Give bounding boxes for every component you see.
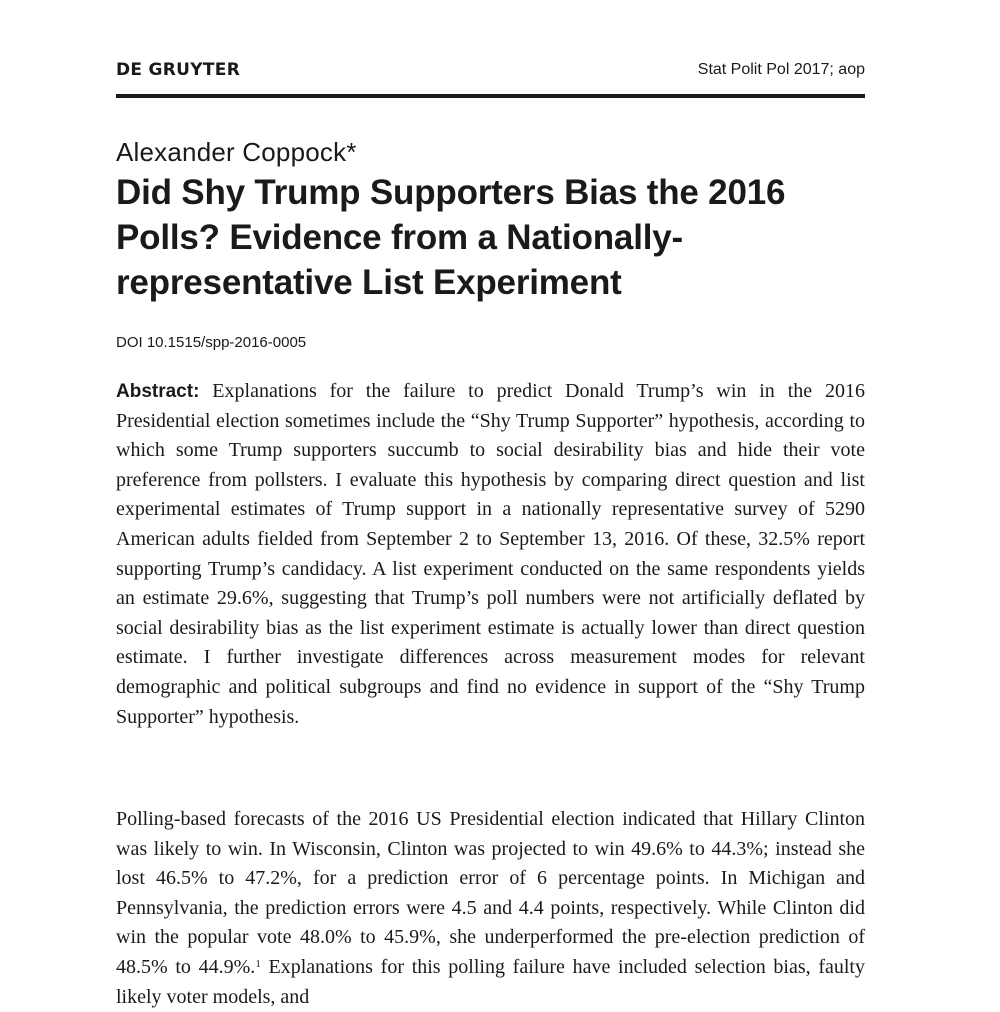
footnote-marker[interactable]: 1 (255, 957, 261, 970)
article-title: Did Shy Trump Supporters Bias the 2016 P… (116, 173, 786, 302)
abstract-paragraph: Abstract: Explanations for the failure t… (116, 377, 865, 732)
abstract-label: Abstract: (116, 381, 200, 402)
page-header: DE GRUYTER Stat Polit Pol 2017; aop (116, 58, 865, 98)
abstract-text: Explanations for the failure to predict … (116, 380, 866, 728)
publisher-name: DE GRUYTER (116, 60, 241, 80)
intro-paragraph: Polling-based forecasts of the 2016 US P… (116, 805, 865, 1012)
author-name: Alexander Coppock* (116, 137, 357, 167)
intro-text: Polling-based forecasts of the 2016 US P… (116, 808, 865, 978)
journal-citation: Stat Polit Pol 2017; aop (697, 61, 865, 78)
doi-line: DOI 10.1515/spp-2016-0005 (116, 334, 307, 351)
